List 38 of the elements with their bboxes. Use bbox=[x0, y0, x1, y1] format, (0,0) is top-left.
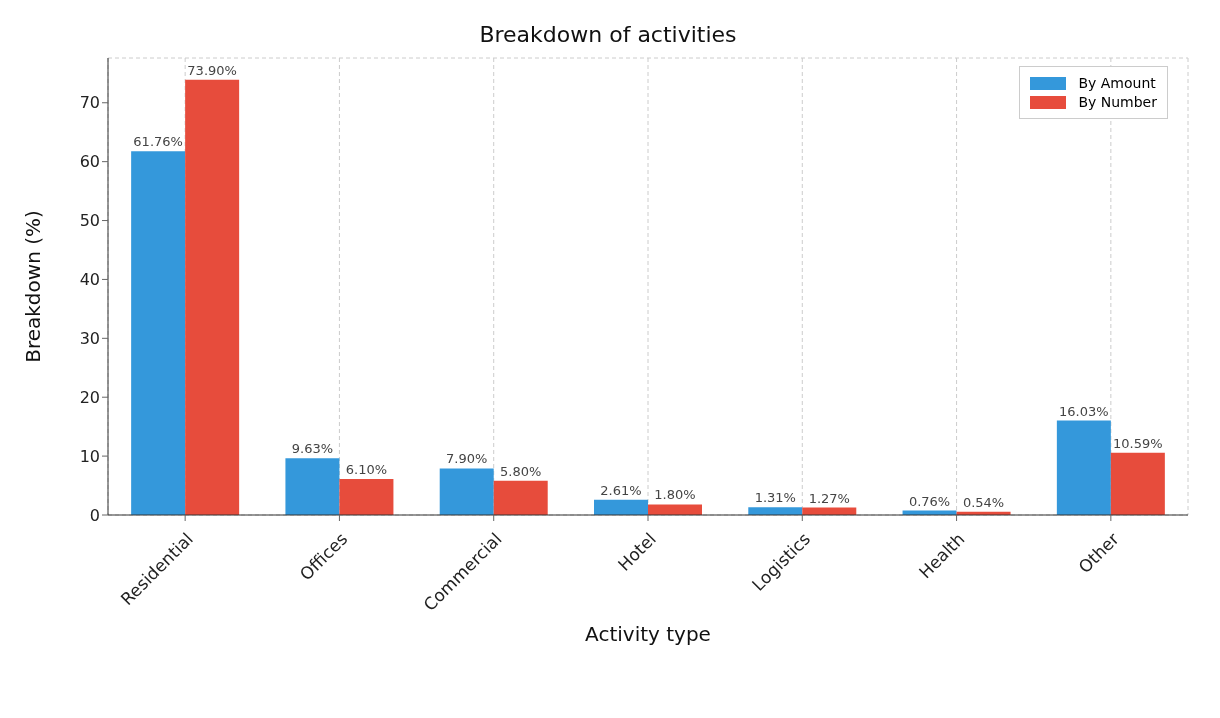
y-tick-label: 60 bbox=[79, 152, 100, 172]
data-label: 0.76% bbox=[908, 493, 951, 509]
data-label: 9.63% bbox=[291, 441, 334, 457]
y-tick-label: 30 bbox=[79, 329, 100, 348]
bar bbox=[594, 499, 648, 515]
bar bbox=[439, 468, 494, 515]
data-label: 16.03% bbox=[1059, 403, 1109, 419]
data-label: 7.90% bbox=[446, 451, 488, 467]
data-label: 0.54% bbox=[962, 494, 1005, 510]
bar bbox=[339, 479, 394, 515]
chart-title: Breakdown of activities bbox=[479, 22, 737, 47]
bar bbox=[648, 504, 702, 515]
y-tick-label: 10 bbox=[79, 446, 100, 466]
y-tick-label: 70 bbox=[79, 93, 100, 113]
bar bbox=[1110, 452, 1165, 515]
data-label: 73.90% bbox=[187, 62, 237, 78]
bar bbox=[493, 480, 548, 515]
data-label: 1.31% bbox=[754, 490, 796, 506]
y-axis-title: Breakdown (%) bbox=[21, 210, 46, 363]
y-tick-label: 40 bbox=[79, 270, 100, 290]
data-label: 5.80% bbox=[500, 463, 542, 479]
data-label: 1.80% bbox=[654, 487, 696, 503]
legend-label: By Amount bbox=[1078, 75, 1156, 91]
bar bbox=[1056, 420, 1111, 515]
bar bbox=[285, 458, 340, 515]
x-axis-title: Activity type bbox=[585, 622, 711, 646]
bar bbox=[185, 79, 240, 515]
data-label: 10.59% bbox=[1113, 435, 1163, 451]
y-tick-label: 0 bbox=[89, 505, 100, 525]
data-label: 2.61% bbox=[600, 482, 642, 498]
data-label: 61.76% bbox=[133, 134, 183, 150]
legend-label: By Number bbox=[1078, 94, 1157, 110]
bar bbox=[131, 151, 186, 515]
y-tick-label: 50 bbox=[79, 211, 100, 231]
bar bbox=[748, 507, 803, 515]
data-label: 1.27% bbox=[808, 490, 850, 506]
y-tick-label: 20 bbox=[79, 387, 100, 407]
data-label: 6.10% bbox=[345, 462, 388, 478]
